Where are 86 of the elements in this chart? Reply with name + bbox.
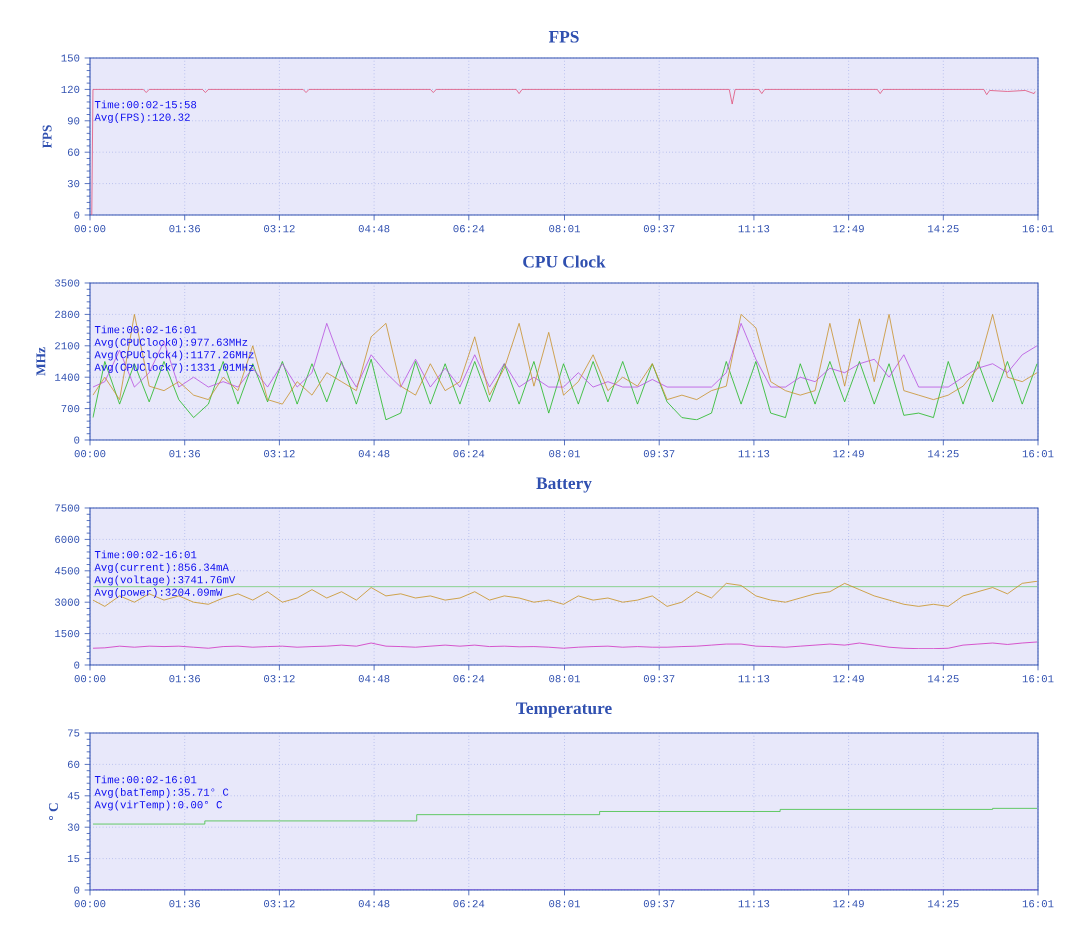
x-tick-label: 08:01 [549, 225, 580, 233]
y-tick-label: 1400 [55, 373, 80, 381]
chart-title: Battery [536, 477, 592, 493]
y-tick-label: 700 [61, 404, 80, 413]
x-tick-label: 16:01 [1022, 900, 1054, 908]
x-tick-label: 04:48 [358, 675, 390, 683]
y-tick-label: 3000 [55, 598, 80, 606]
x-tick-label: 16:01 [1022, 225, 1054, 233]
y-tick-label: 3500 [55, 279, 80, 287]
x-tick-label: 14:25 [928, 900, 959, 908]
y-tick-label: 45 [67, 792, 80, 800]
y-tick-label: 90 [67, 117, 80, 125]
y-tick-label: 30 [67, 179, 80, 188]
x-tick-label: 03:12 [264, 900, 295, 908]
y-axis-title: FPS [42, 125, 52, 149]
y-tick-label: 30 [67, 823, 80, 831]
chart-title: FPS [548, 30, 579, 43]
x-tick-label: 06:24 [453, 225, 485, 233]
y-tick-label: 60 [67, 148, 80, 156]
x-tick-label: 14:25 [928, 225, 959, 233]
y-tick-label: 0 [74, 211, 80, 219]
annotation: Avg(batTemp):35.71° C [94, 787, 229, 798]
annotation: Avg(FPS):120.32 [94, 112, 190, 123]
y-tick-label: 75 [67, 729, 80, 737]
x-tick-label: 06:24 [453, 900, 485, 908]
x-tick-label: 09:37 [643, 675, 675, 683]
x-tick-label: 09:37 [643, 225, 675, 233]
annotation: Avg(power):3204.09mW [94, 588, 223, 598]
x-tick-label: 09:37 [643, 450, 675, 458]
x-tick-label: 12:49 [833, 900, 864, 908]
annotation: Time:00:02-16:01 [94, 550, 197, 559]
x-tick-label: 01:36 [169, 900, 201, 908]
x-tick-label: 00:00 [74, 225, 106, 233]
y-axis-title: ° C [49, 803, 58, 820]
annotation: Avg(CPUClock0):977.63MHz [94, 337, 248, 348]
x-tick-label: 00:00 [74, 675, 106, 683]
x-tick-label: 01:36 [169, 450, 201, 458]
x-tick-label: 01:36 [169, 225, 201, 233]
x-tick-label: 03:12 [264, 450, 295, 458]
x-tick-label: 16:01 [1022, 675, 1054, 683]
annotation: Avg(current):856.34mA [94, 562, 229, 573]
y-tick-label: 4500 [54, 567, 80, 575]
x-tick-label: 01:36 [169, 675, 201, 683]
annotation: Time:00:02-16:01 [94, 325, 197, 334]
x-tick-label: 12:49 [833, 225, 864, 233]
x-tick-label: 14:25 [928, 675, 959, 683]
y-tick-label: 0 [74, 436, 80, 444]
y-tick-label: 15 [67, 855, 80, 863]
y-tick-label: 1500 [55, 629, 80, 638]
x-tick-label: 08:01 [549, 675, 580, 683]
x-tick-label: 08:01 [549, 900, 580, 908]
y-tick-label: 0 [74, 661, 80, 669]
x-tick-label: 04:48 [358, 225, 390, 233]
y-tick-label: 7500 [55, 504, 80, 512]
x-tick-label: 11:13 [738, 900, 770, 908]
x-tick-label: 11:13 [738, 675, 770, 683]
annotation: Avg(voltage):3741.76mV [94, 575, 236, 586]
x-tick-label: 04:48 [358, 450, 390, 458]
chart-title: CPU Clock [523, 255, 606, 268]
x-tick-label: 16:01 [1022, 450, 1054, 458]
y-tick-label: 2800 [55, 310, 80, 319]
x-tick-label: 00:00 [74, 450, 106, 458]
y-tick-label: 60 [67, 760, 80, 769]
x-tick-label: 14:25 [928, 450, 959, 458]
y-tick-label: 2100 [55, 342, 80, 350]
x-tick-label: 08:01 [549, 450, 580, 458]
y-tick-label: 150 [61, 54, 80, 62]
x-tick-label: 06:24 [453, 675, 485, 683]
x-tick-label: 12:49 [833, 675, 864, 683]
x-tick-label: 12:49 [833, 450, 864, 458]
x-tick-label: 11:13 [738, 225, 770, 233]
y-tick-label: 0 [74, 886, 80, 894]
x-tick-label: 06:24 [453, 450, 485, 458]
x-tick-label: 11:13 [738, 450, 770, 458]
x-tick-label: 04:48 [358, 900, 390, 908]
annotation: Time:00:02-16:01 [94, 775, 197, 784]
annotation: Avg(virTemp):0.00° C [94, 800, 222, 811]
x-tick-label: 09:37 [643, 900, 675, 908]
x-tick-label: 03:12 [264, 675, 295, 683]
y-tick-label: 120 [61, 85, 80, 94]
y-axis-title: MHz [36, 347, 46, 376]
y-tick-label: 6000 [55, 535, 80, 544]
annotation: Time:00:02-15:58 [94, 100, 197, 109]
chart-title: Temperature [516, 702, 612, 718]
x-tick-label: 03:12 [264, 225, 295, 233]
x-tick-label: 00:00 [74, 900, 106, 908]
